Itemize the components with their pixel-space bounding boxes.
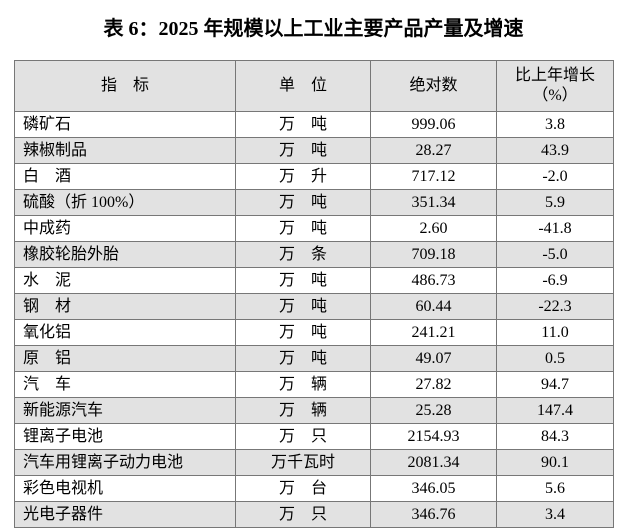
table-cell: 43.9 <box>496 137 614 164</box>
table-row: 硫酸（折 100%）万 吨 351.34 5.9 <box>14 189 614 216</box>
table-cell: 硫酸（折 100%） <box>14 189 236 216</box>
table-cell: -41.8 <box>496 215 614 242</box>
table-cell: 万千瓦时 <box>235 449 371 476</box>
table-row: 彩色电视机万 台 346.05 5.6 <box>14 475 614 502</box>
table-cell: 万 吨 <box>235 215 371 242</box>
table-cell: 光电子器件 <box>14 501 236 528</box>
table-cell: 彩色电视机 <box>14 475 236 502</box>
table-cell: 原 铝 <box>14 345 236 372</box>
table-row: 汽 车万 辆 27.82 94.7 <box>14 371 614 398</box>
header-text: 指 标 <box>100 77 149 94</box>
table-cell: 2.60 <box>370 215 497 242</box>
table-cell: -6.9 <box>496 267 614 294</box>
table-row: 汽车用锂离子动力电池 万千瓦时 2081.34 90.1 <box>14 449 614 476</box>
table-cell: -2.0 <box>496 163 614 190</box>
table-cell: 万 辆 <box>235 397 371 424</box>
table-cell: 709.18 <box>370 241 497 268</box>
table-cell: 241.21 <box>370 319 497 346</box>
data-table: 指 标单 位绝对数 比上年增长 （%） 磷矿石万 吨 999.06 3.8 辣椒制品万 吨… <box>14 60 614 528</box>
table-row: 白 酒万 升 717.12 -2.0 <box>14 163 614 190</box>
table-cell: 汽 车 <box>14 371 236 398</box>
table-cell: 3.8 <box>496 111 614 138</box>
table-cell: 3.4 <box>496 501 614 528</box>
table-cell: 90.1 <box>496 449 614 476</box>
table-cell: 锂离子电池 <box>14 423 236 450</box>
header-text: （%） <box>532 87 578 104</box>
table-cell: 346.05 <box>370 475 497 502</box>
table-cell: 万 升 <box>235 163 371 190</box>
header-text: 单 位 <box>278 77 327 94</box>
table-row: 氧化铝万 吨 241.21 11.0 <box>14 319 614 346</box>
header-text: 比上年增长 <box>514 67 595 84</box>
table-row: 原 铝万 吨 49.07 0.5 <box>14 345 614 372</box>
table-row: 辣椒制品万 吨 28.27 43.9 <box>14 137 614 164</box>
header-cell: 指 标 <box>14 60 236 112</box>
table-cell: 2081.34 <box>370 449 497 476</box>
table-cell: 25.28 <box>370 397 497 424</box>
table-cell: 氧化铝 <box>14 319 236 346</box>
table-title: 表 6：2025 年规模以上工业主要产品产量及增速 <box>103 18 524 40</box>
table-cell: 486.73 <box>370 267 497 294</box>
table-cell: 水 泥 <box>14 267 236 294</box>
table-cell: 万 吨 <box>235 293 371 320</box>
table-row: 光电子器件万 只 346.76 3.4 <box>14 501 614 528</box>
table-cell: 万 吨 <box>235 137 371 164</box>
header-cell: 绝对数 <box>370 60 497 112</box>
table-cell: 94.7 <box>496 371 614 398</box>
table-cell: 汽车用锂离子动力电池 <box>14 449 236 476</box>
table-body: 磷矿石万 吨 999.06 3.8 辣椒制品万 吨 28.27 43.9 白 酒万 升 717… <box>14 111 614 528</box>
header-cell: 比上年增长 （%） <box>496 60 614 112</box>
table-cell: 5.6 <box>496 475 614 502</box>
table-cell: 999.06 <box>370 111 497 138</box>
table-cell: 万 吨 <box>235 267 371 294</box>
table-cell: 60.44 <box>370 293 497 320</box>
table-row: 中成药万 吨 2.60 -41.8 <box>14 215 614 242</box>
table-cell: 万 吨 <box>235 189 371 216</box>
header-row: 指 标 单 位 绝对数 比上年增长 （%） <box>14 60 614 112</box>
table-row: 锂离子电池万 只 2154.93 84.3 <box>14 423 614 450</box>
table-row: 新能源汽车万 辆 25.28 147.4 <box>14 397 614 424</box>
table-cell: 49.07 <box>370 345 497 372</box>
table-cell: 橡胶轮胎外胎 <box>14 241 236 268</box>
table-cell: 磷矿石 <box>14 111 236 138</box>
table-cell: 万 吨 <box>235 345 371 372</box>
table-cell: 万 吨 <box>235 319 371 346</box>
table-cell: 84.3 <box>496 423 614 450</box>
table-cell: 346.76 <box>370 501 497 528</box>
table-cell: 万 辆 <box>235 371 371 398</box>
table-cell: 中成药 <box>14 215 236 242</box>
table-row: 水 泥万 吨 486.73 -6.9 <box>14 267 614 294</box>
table-cell: 27.82 <box>370 371 497 398</box>
table-cell: 辣椒制品 <box>14 137 236 164</box>
table-cell: 2154.93 <box>370 423 497 450</box>
table-cell: 11.0 <box>496 319 614 346</box>
table-row: 钢 材万 吨 60.44 -22.3 <box>14 293 614 320</box>
table-row: 磷矿石万 吨 999.06 3.8 <box>14 111 614 138</box>
table-cell: 28.27 <box>370 137 497 164</box>
table-cell: 147.4 <box>496 397 614 424</box>
table-cell: 351.34 <box>370 189 497 216</box>
table-cell: 白 酒 <box>14 163 236 190</box>
header-cell: 单 位 <box>235 60 371 112</box>
header-text: 绝对数 <box>409 77 458 94</box>
table-cell: 万 只 <box>235 501 371 528</box>
table-cell: -22.3 <box>496 293 614 320</box>
table-cell: 钢 材 <box>14 293 236 320</box>
table-cell: 新能源汽车 <box>14 397 236 424</box>
table-cell: 0.5 <box>496 345 614 372</box>
table-cell: -5.0 <box>496 241 614 268</box>
table-cell: 5.9 <box>496 189 614 216</box>
table-cell: 万 只 <box>235 423 371 450</box>
table-cell: 万 吨 <box>235 111 371 138</box>
table-cell: 万 台 <box>235 475 371 502</box>
table-cell: 717.12 <box>370 163 497 190</box>
table-cell: 万 条 <box>235 241 371 268</box>
table-row: 橡胶轮胎外胎万 条 709.18 -5.0 <box>14 241 614 268</box>
